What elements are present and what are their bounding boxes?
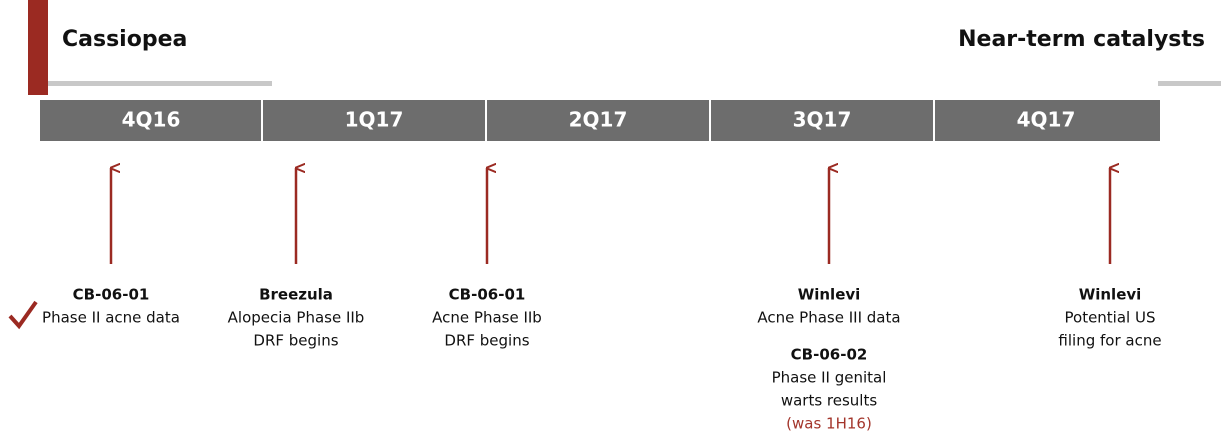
quarter: 2Q17 bbox=[569, 108, 628, 132]
event-text: Acne Phase III data bbox=[757, 309, 900, 327]
event-text: Potential US bbox=[1065, 309, 1156, 327]
event-text: DRF begins bbox=[253, 332, 338, 350]
event-name: CB-06-02 bbox=[791, 346, 868, 364]
subtitle: Near-term catalysts bbox=[958, 27, 1205, 52]
event-text: warts results bbox=[781, 392, 878, 410]
quarter: 1Q17 bbox=[345, 108, 404, 132]
event-text: Phase II genital bbox=[772, 369, 887, 387]
event-text: Acne Phase IIb bbox=[432, 309, 542, 327]
event-note: (was 1H16) bbox=[786, 415, 872, 433]
quarter: 4Q17 bbox=[1017, 108, 1076, 132]
event-name: Winlevi bbox=[1079, 286, 1142, 304]
separators bbox=[261, 100, 935, 141]
quarter: 3Q17 bbox=[793, 108, 852, 132]
event-name: Breezula bbox=[259, 286, 333, 304]
event-name: CB-06-01 bbox=[449, 286, 526, 304]
events: CB-06-01 Phase II acne data Breezula Alopec… bbox=[42, 286, 1162, 433]
event-text: filing for acne bbox=[1058, 332, 1161, 350]
timeline-bar bbox=[40, 100, 1160, 141]
event-text: DRF begins bbox=[444, 332, 529, 350]
event-text: Phase II acne data bbox=[42, 309, 180, 327]
event-text: Alopecia Phase IIb bbox=[228, 309, 365, 327]
rule bbox=[1158, 81, 1221, 86]
event-name: CB-06-01 bbox=[73, 286, 150, 304]
event-name: Winlevi bbox=[798, 286, 861, 304]
quarter: 4Q16 bbox=[122, 108, 181, 132]
rule bbox=[48, 81, 272, 86]
arrows bbox=[109, 168, 1110, 264]
checkmark bbox=[8, 300, 38, 330]
accent-bar bbox=[28, 0, 48, 95]
title: Cassiopea bbox=[62, 27, 187, 52]
